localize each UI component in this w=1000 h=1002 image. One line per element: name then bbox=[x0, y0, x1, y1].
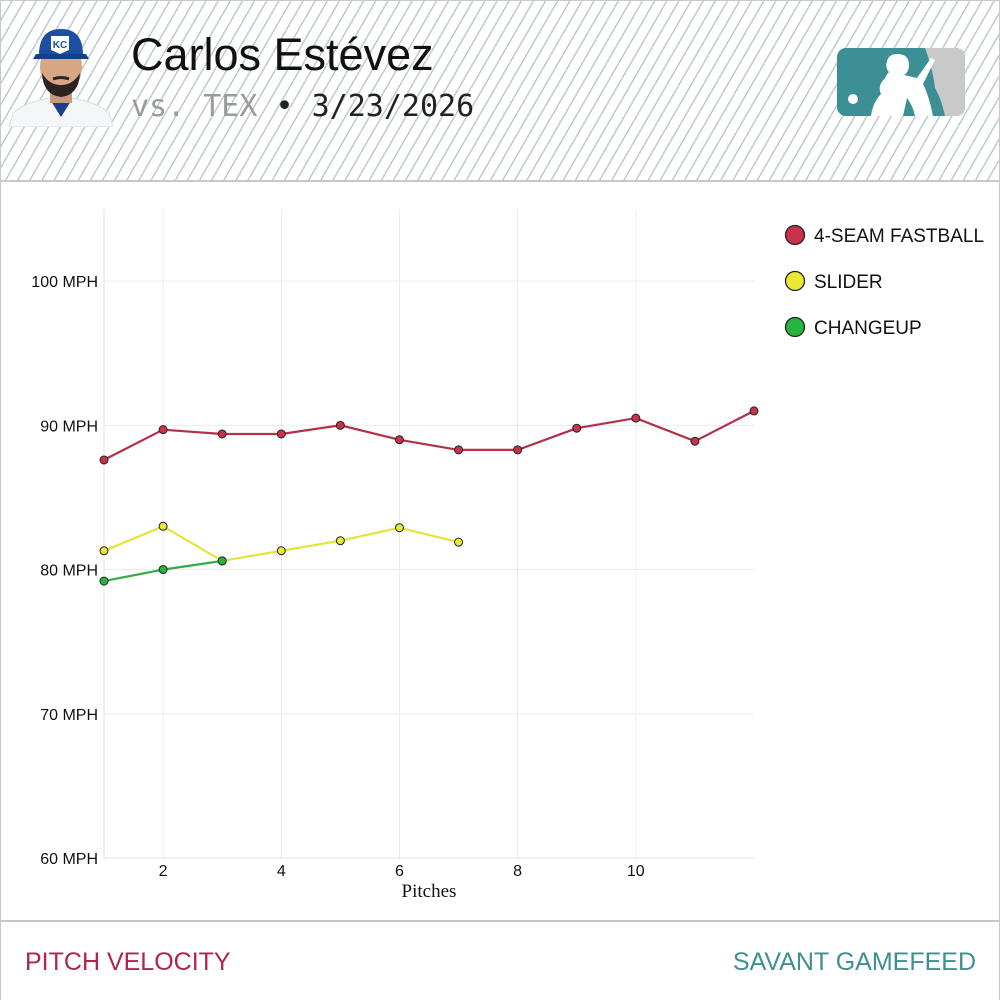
x-tick-label: 10 bbox=[627, 863, 645, 880]
y-tick-label: 100 MPH bbox=[31, 274, 98, 291]
legend-marker-slider bbox=[784, 270, 806, 292]
y-tick-label: 60 MPH bbox=[40, 851, 98, 868]
data-point-fastball bbox=[513, 445, 523, 455]
footer-title-label: PITCH VELOCITY bbox=[25, 948, 231, 976]
data-point-fastball bbox=[749, 406, 759, 416]
data-point-slider bbox=[276, 546, 286, 556]
x-axis-title: Pitches bbox=[402, 881, 457, 902]
data-point-fastball bbox=[158, 425, 168, 435]
data-point-fastball bbox=[394, 435, 404, 445]
data-point-slider bbox=[394, 523, 404, 533]
data-point-slider bbox=[158, 521, 168, 531]
data-point-changeup bbox=[158, 565, 168, 575]
legend-marker-changeup bbox=[784, 316, 806, 338]
game-date: 3/23/2026 bbox=[311, 89, 475, 124]
player-name: Carlos Estévez bbox=[131, 29, 434, 80]
data-point-slider bbox=[335, 536, 345, 546]
chart-legend: 4-SEAM FASTBALL SLIDER CHANGEUP bbox=[784, 224, 984, 339]
player-headshot: KC bbox=[9, 29, 113, 127]
x-tick-label: 6 bbox=[395, 863, 404, 880]
data-point-fastball bbox=[454, 445, 464, 455]
series-line-fastball bbox=[103, 409, 755, 461]
legend-label-changeup: CHANGEUP bbox=[814, 318, 922, 339]
player-header: KC Carlos Estévez vs. TEX • 3/23/2026 bbox=[1, 1, 999, 182]
opponent-label: vs. TEX bbox=[131, 89, 258, 124]
mlb-logo-icon bbox=[837, 48, 965, 116]
x-tick-label: 8 bbox=[513, 863, 522, 880]
data-point-fastball bbox=[572, 423, 582, 433]
data-point-fastball bbox=[99, 455, 109, 465]
separator-dot: • bbox=[275, 89, 294, 124]
data-point-fastball bbox=[276, 429, 286, 439]
y-tick-label: 90 MPH bbox=[40, 418, 98, 435]
legend-label-slider: SLIDER bbox=[814, 272, 883, 293]
data-point-fastball bbox=[335, 420, 345, 430]
x-tick-label: 2 bbox=[159, 863, 168, 880]
data-point-changeup bbox=[99, 576, 109, 586]
card-footer: PITCH VELOCITY SAVANT GAMEFEED bbox=[1, 920, 999, 1002]
cap-logo: KC bbox=[53, 40, 67, 51]
data-point-fastball bbox=[690, 436, 700, 446]
velocity-chart: 60 MPH 70 MPH 80 MPH 90 MPH 100 MPH 2 4 6 8 10 Pit… bbox=[31, 209, 984, 902]
chart-series bbox=[99, 406, 759, 586]
y-tick-label: 70 MPH bbox=[40, 707, 98, 724]
footer-source-label: SAVANT GAMEFEED bbox=[732, 948, 976, 976]
chart-grid bbox=[104, 209, 754, 858]
data-point-fastball bbox=[631, 413, 641, 423]
legend-label-fastball: 4-SEAM FASTBALL bbox=[814, 226, 984, 247]
data-point-fastball bbox=[217, 429, 227, 439]
y-tick-label: 80 MPH bbox=[40, 563, 98, 580]
data-point-slider bbox=[99, 546, 109, 556]
data-point-slider bbox=[454, 537, 464, 547]
x-tick-label: 4 bbox=[277, 863, 286, 880]
legend-marker-fastball bbox=[784, 224, 806, 246]
data-point-changeup bbox=[217, 556, 227, 566]
game-info: vs. TEX • 3/23/2026 bbox=[131, 89, 474, 124]
chart-axes: 60 MPH 70 MPH 80 MPH 90 MPH 100 MPH 2 4 6 8 10 Pit… bbox=[31, 209, 754, 902]
